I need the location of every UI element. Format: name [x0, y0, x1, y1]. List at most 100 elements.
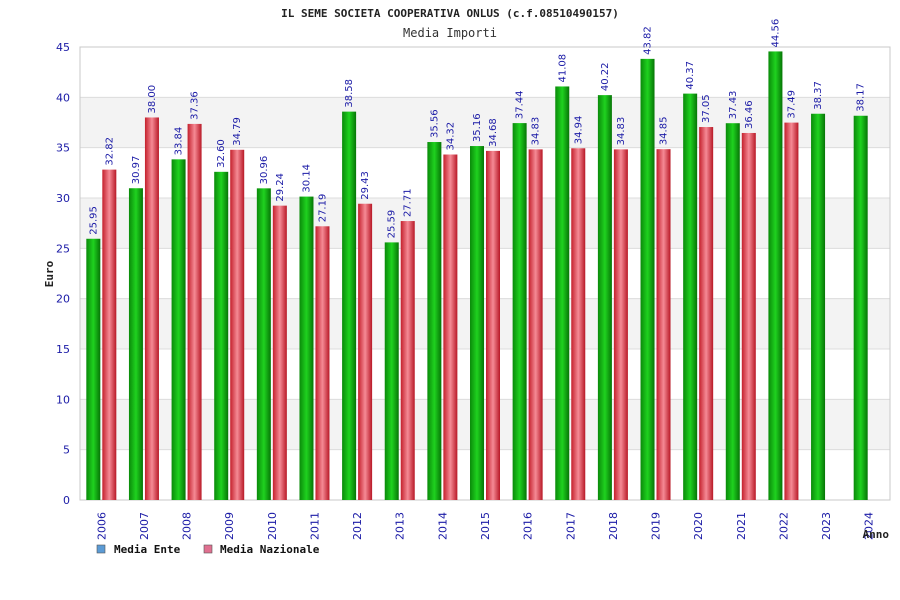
data-label-media-ente-2007: 30.97: [131, 156, 142, 185]
bar-media-nazionale-2013: [400, 221, 415, 500]
x-tick-label: 2018: [607, 512, 620, 540]
bar-media-ente-2011: [299, 196, 314, 500]
bar-media-nazionale-2020: [699, 127, 714, 500]
x-tick-label: 2017: [564, 512, 577, 540]
bar-media-nazionale-2018: [613, 149, 628, 501]
x-tick-label: 2008: [181, 512, 194, 540]
data-label-media-nazionale-2011: 27.19: [317, 194, 328, 223]
bar-media-ente-2009: [214, 171, 229, 500]
bar-media-ente-2016: [512, 123, 527, 500]
x-tick-label: 2015: [479, 512, 492, 540]
data-label-media-ente-2022: 44.56: [770, 19, 781, 48]
data-label-media-ente-2018: 40.22: [600, 62, 611, 91]
data-label-media-ente-2006: 25.95: [88, 206, 99, 235]
bar-media-nazionale-2021: [741, 132, 756, 500]
data-label-media-nazionale-2009: 34.79: [232, 117, 243, 146]
data-label-media-ente-2011: 30.14: [301, 164, 312, 193]
bar-media-nazionale-2014: [443, 154, 458, 500]
data-label-media-ente-2024: 38.17: [856, 83, 867, 112]
x-tick-label: 2012: [351, 512, 364, 540]
plot-frame: [79, 46, 891, 501]
data-label-media-nazionale-2008: 37.36: [190, 91, 201, 120]
y-tick-label: 5: [63, 444, 70, 457]
bars: [86, 51, 868, 501]
data-label-media-ente-2023: 38.37: [813, 81, 824, 110]
data-label-media-nazionale-2007: 38.00: [147, 85, 158, 114]
bar-media-nazionale-2010: [272, 205, 287, 500]
data-label-media-nazionale-2021: 36.46: [744, 100, 755, 129]
bar-media-ente-2015: [470, 146, 484, 500]
data-label-media-ente-2021: 37.43: [728, 91, 739, 120]
data-label-media-ente-2017: 41.08: [557, 54, 568, 83]
data-label-media-nazionale-2014: 34.32: [445, 122, 456, 151]
y-axis-label: Euro: [43, 260, 56, 287]
x-tick-label: 2014: [436, 512, 449, 540]
x-tick-label: 2016: [522, 512, 535, 540]
y-tick-label: 35: [56, 142, 70, 155]
bar-media-nazionale-2012: [358, 203, 373, 500]
bar-media-ente-2010: [256, 188, 271, 500]
x-tick-label: 2024: [863, 512, 876, 540]
bar-media-ente-2017: [555, 86, 570, 500]
legend-label-media-ente: Media Ente: [114, 543, 181, 556]
bar-media-nazionale-2016: [528, 149, 543, 501]
y-tick-label: 15: [56, 343, 70, 356]
bar-media-nazionale-2009: [230, 149, 245, 500]
x-tick-label: 2007: [138, 512, 151, 540]
x-tick-label: 2006: [95, 512, 108, 540]
x-tick-label: 2020: [692, 512, 705, 540]
y-axis: 0 5 10 15 20 25 30 35 40 45: [56, 41, 70, 507]
bar-media-ente-2012: [342, 111, 357, 501]
legend-swatch-media-ente: [96, 544, 106, 554]
data-label-media-nazionale-2019: 34.85: [659, 117, 670, 146]
bar-media-nazionale-2008: [187, 123, 202, 500]
data-label-media-nazionale-2018: 34.83: [616, 117, 627, 146]
data-label-media-ente-2012: 38.58: [344, 79, 355, 108]
bar-media-nazionale-2017: [571, 148, 586, 500]
y-tick-label: 20: [56, 293, 70, 306]
bar-media-ente-2024: [853, 115, 868, 500]
bar-media-ente-2006: [86, 238, 101, 500]
bar-media-ente-2008: [171, 159, 186, 500]
data-label-media-nazionale-2020: 37.05: [701, 94, 712, 123]
bar-media-ente-2019: [640, 58, 655, 501]
data-label-media-nazionale-2013: 27.71: [403, 188, 414, 217]
x-tick-label: 2022: [777, 512, 790, 540]
bar-media-nazionale-2015: [486, 150, 500, 500]
data-label-media-nazionale-2010: 29.24: [275, 173, 286, 202]
legend: Media Ente Media Nazionale: [96, 543, 320, 556]
data-label-media-nazionale-2015: 34.68: [488, 118, 499, 147]
bar-media-nazionale-2011: [315, 226, 330, 500]
x-tick-label: 2009: [223, 512, 236, 540]
data-label-media-ente-2019: 43.82: [643, 26, 654, 55]
x-tick-label: 2013: [394, 512, 407, 540]
legend-label-media-nazionale: Media Nazionale: [220, 543, 320, 556]
x-tick-label: 2019: [650, 512, 663, 540]
bar-media-nazionale-2019: [656, 149, 671, 500]
data-label-media-ente-2010: 30.96: [259, 156, 270, 185]
data-label-media-ente-2016: 37.44: [515, 90, 526, 119]
y-tick-label: 30: [56, 192, 70, 205]
bar-media-ente-2020: [683, 93, 698, 500]
y-tick-label: 45: [56, 41, 70, 54]
data-label-media-ente-2015: 35.16: [472, 113, 483, 142]
bar-media-ente-2021: [725, 123, 740, 501]
data-label-media-ente-2020: 40.37: [685, 61, 696, 90]
y-tick-label: 25: [56, 242, 70, 255]
data-label-media-nazionale-2022: 37.49: [786, 90, 797, 119]
x-axis: 2006 2007 2008 2009 2010 2011 2012 2013 2014 2015…: [95, 512, 875, 540]
data-label-media-ente-2008: 33.84: [174, 127, 185, 156]
chart-title: IL SEME SOCIETA COOPERATIVA ONLUS (c.f.0…: [281, 7, 619, 20]
y-tick-label: 0: [63, 494, 70, 507]
bar-media-ente-2007: [128, 188, 143, 500]
bar-media-nazionale-2007: [144, 117, 159, 500]
y-tick-label: 10: [56, 393, 70, 406]
data-label-media-ente-2009: 32.60: [216, 139, 227, 168]
x-tick-label: 2010: [266, 512, 279, 540]
data-label-media-nazionale-2012: 29.43: [360, 171, 371, 200]
chart-subtitle: Media Importi: [403, 26, 497, 40]
data-label-media-ente-2013: 25.59: [387, 210, 398, 239]
data-label-media-nazionale-2006: 32.82: [104, 137, 115, 166]
bar-media-ente-2023: [811, 113, 826, 500]
